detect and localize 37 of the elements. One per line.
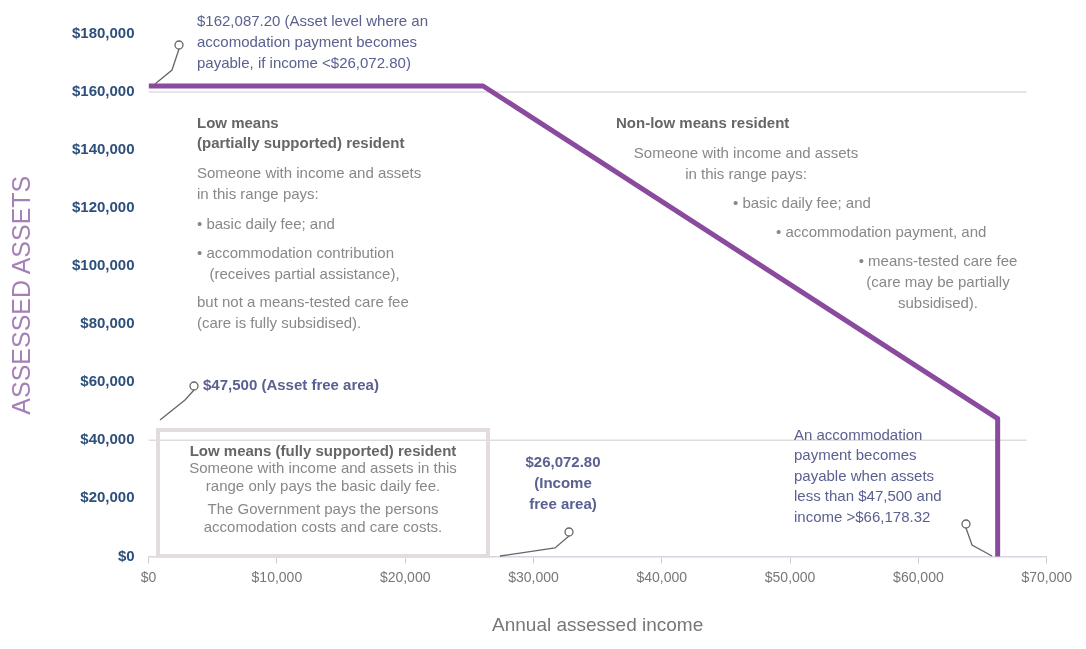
annotation: The Government pays the persons accomodation costs and care costs. [203,499,443,535]
y-tick-label: $160,000 [71,82,135,100]
annotation: Non-low means resident [616,113,790,131]
y-axis-title: ASSESSED ASSETS [6,175,35,415]
x-tick-label: $20,000 [379,568,431,585]
x-tick-label: $40,000 [636,568,688,585]
x-axis-title: Annual assessed income [492,613,704,635]
annotation: • accommodation payment, and [776,222,987,240]
y-tick-label: $40,000 [80,430,135,448]
x-tick-label: $50,000 [764,568,816,585]
annotation: Low means (fully supported) resident [189,441,457,459]
annotation: but not a means-tested care fee (care is fully subsidised). [197,292,409,331]
x-tick-label: $10,000 [251,568,303,585]
annotation: $47,500 (Asset free area) [203,375,379,393]
annotation: • means-tested care fee (care may be partially subsidised). [858,251,1018,311]
y-tick-label: $120,000 [71,198,135,216]
y-tick-label: $20,000 [80,488,135,506]
y-tick-label: $180,000 [71,24,135,42]
y-tick-label: $80,000 [80,314,135,332]
y-tick-label: $0 [117,546,135,564]
x-tick-label: $60,000 [893,568,944,585]
annotation: $26,072.80 (Income free area) [525,452,601,512]
annotation: • basic daily fee; and [733,193,871,211]
annotation: Someone with income and assets in this range only pays the basic daily fee. [189,458,457,494]
x-tick-label: $30,000 [508,568,559,585]
annotation: Low means (partially supported) resident [197,113,405,151]
x-tick-label: $0 [140,568,157,585]
y-tick-label: $100,000 [71,256,135,274]
annotation: • basic daily fee; and [197,214,335,232]
x-tick-label: $70,000 [1021,568,1073,585]
annotation: Someone with income and assets in this range pays: [633,143,859,182]
annotation: Someone with income and assets in this range pays: [197,163,422,202]
y-tick-label: $140,000 [71,140,135,158]
annotation: • accommodation contribution (receives partial assistance), [197,243,400,282]
annotation: An accommodation payment becomes payable when assets less than $47,500 and income >$66,178.32 [794,425,942,525]
annotation: $162,087.20 (Asset level where an accomodation payment becomes payable, if income <$26,072.80) [197,11,428,71]
y-tick-label: $60,000 [80,372,135,390]
